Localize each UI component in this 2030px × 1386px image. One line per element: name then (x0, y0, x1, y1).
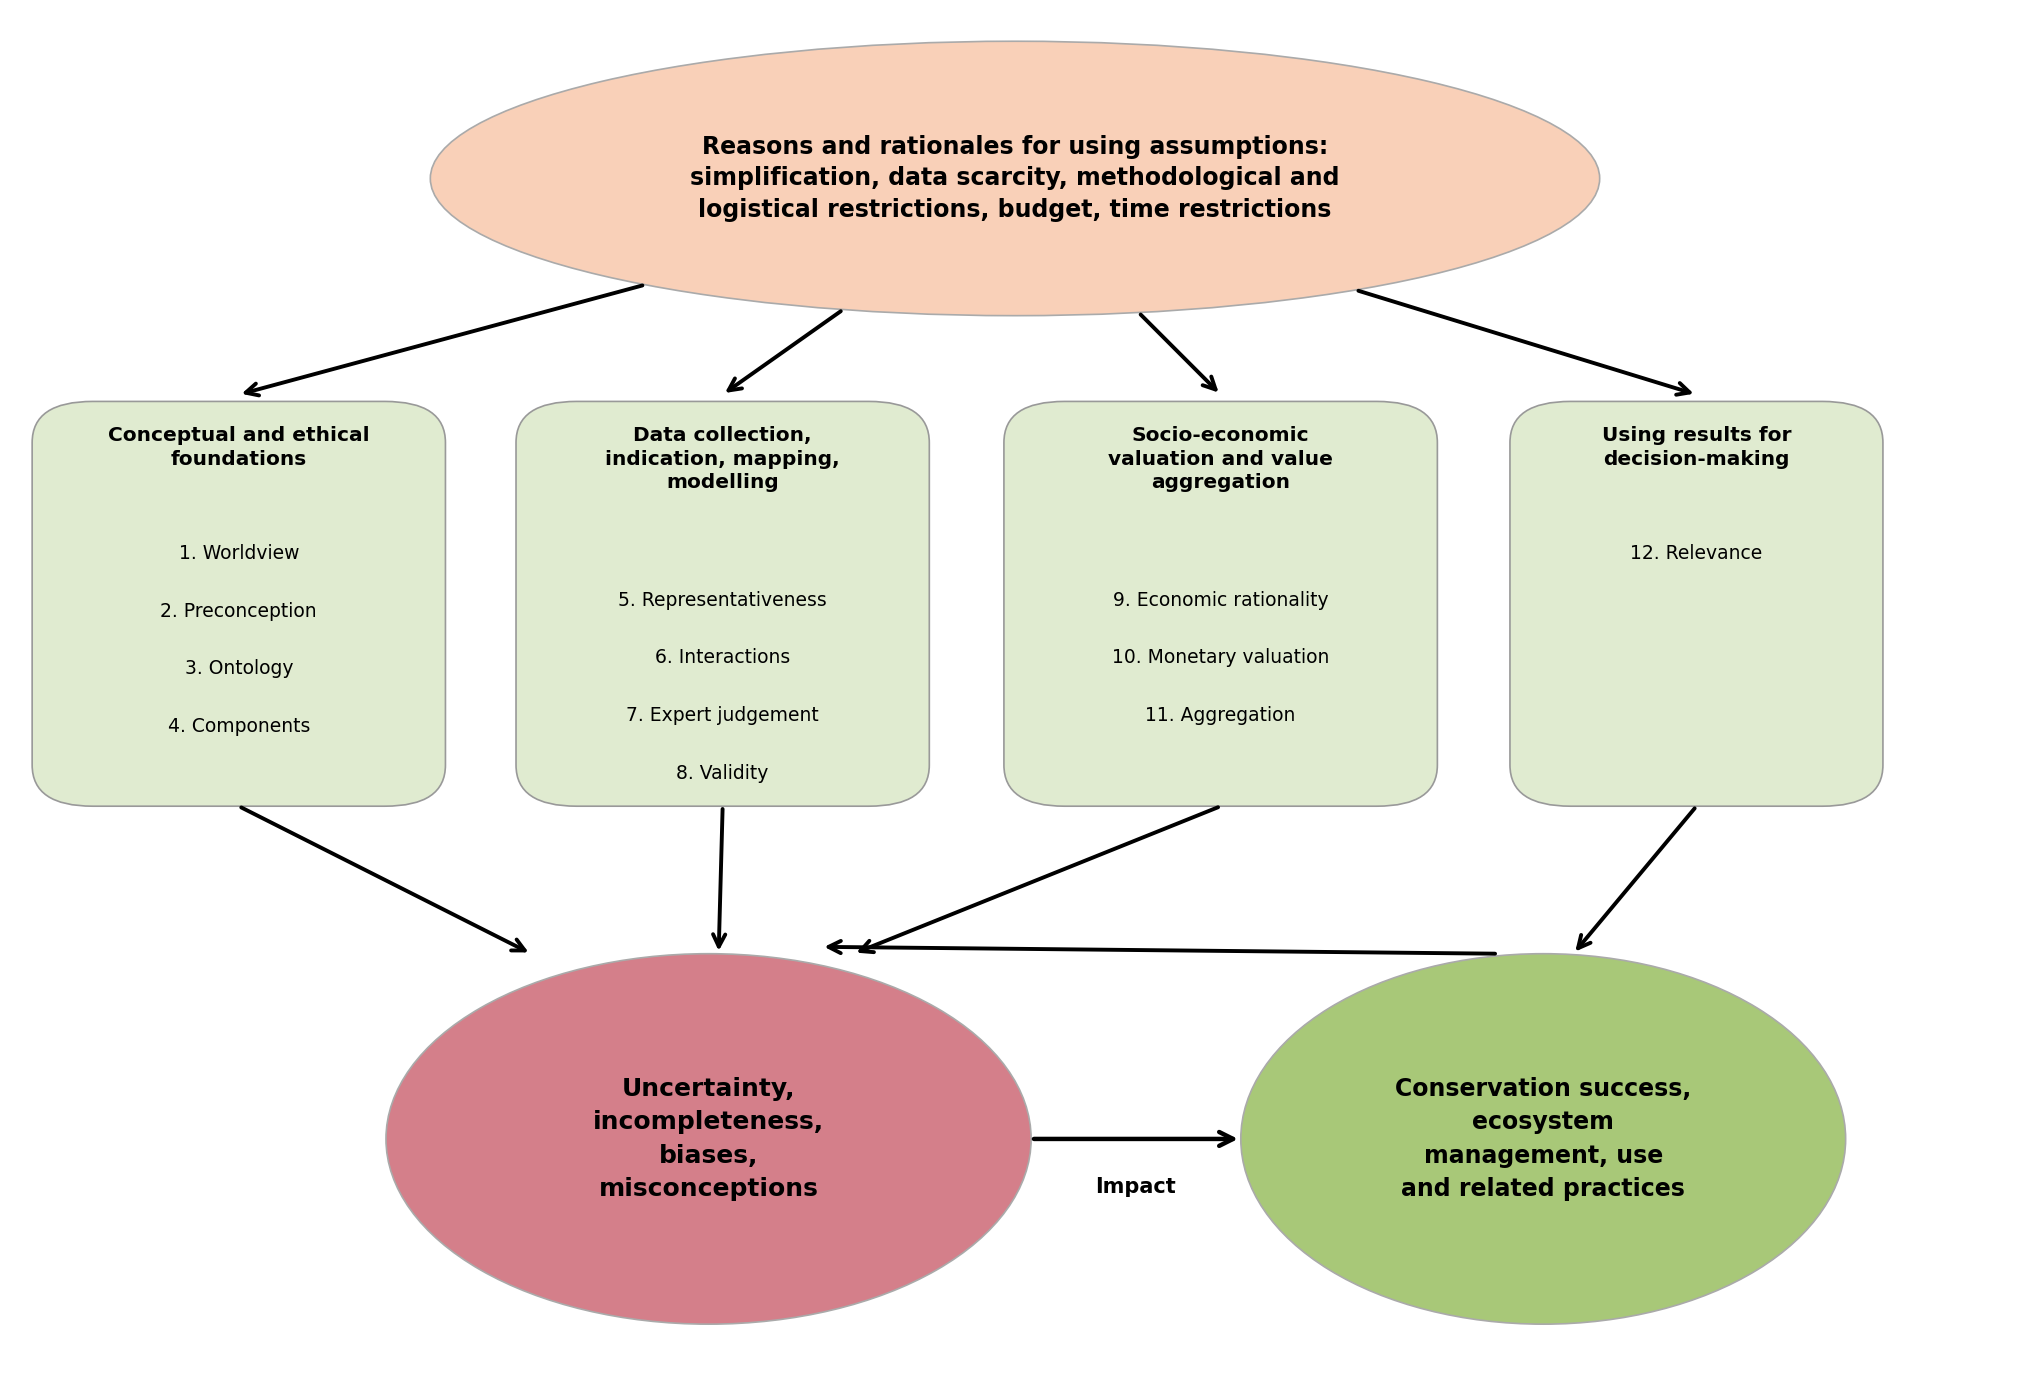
Ellipse shape (386, 954, 1031, 1324)
FancyBboxPatch shape (32, 402, 445, 807)
Text: 8. Validity: 8. Validity (676, 764, 769, 783)
Text: Reasons and rationales for using assumptions:
simplification, data scarcity, met: Reasons and rationales for using assumpt… (690, 134, 1340, 222)
Text: 3. Ontology: 3. Ontology (185, 660, 292, 678)
Text: Conservation success,
ecosystem
management, use
and related practices: Conservation success, ecosystem manageme… (1395, 1077, 1691, 1202)
Text: 4. Components: 4. Components (168, 717, 311, 736)
FancyBboxPatch shape (516, 402, 930, 807)
Text: Uncertainty,
incompleteness,
biases,
misconceptions: Uncertainty, incompleteness, biases, mis… (593, 1077, 824, 1202)
Text: Socio-economic
valuation and value
aggregation: Socio-economic valuation and value aggre… (1108, 426, 1334, 492)
Text: 5. Representativeness: 5. Representativeness (619, 590, 826, 610)
Text: Conceptual and ethical
foundations: Conceptual and ethical foundations (108, 426, 369, 468)
Text: Data collection,
indication, mapping,
modelling: Data collection, indication, mapping, mo… (605, 426, 840, 492)
Text: 1. Worldview: 1. Worldview (179, 545, 298, 563)
Ellipse shape (430, 42, 1600, 316)
Text: Impact: Impact (1096, 1177, 1175, 1198)
Text: 11. Aggregation: 11. Aggregation (1145, 705, 1295, 725)
FancyBboxPatch shape (1510, 402, 1884, 807)
Text: 6. Interactions: 6. Interactions (656, 649, 790, 668)
Text: 10. Monetary valuation: 10. Monetary valuation (1112, 649, 1330, 668)
Ellipse shape (1240, 954, 1845, 1324)
Text: 7. Expert judgement: 7. Expert judgement (627, 705, 818, 725)
Text: 2. Preconception: 2. Preconception (160, 602, 317, 621)
Text: 9. Economic rationality: 9. Economic rationality (1112, 590, 1328, 610)
Text: 12. Relevance: 12. Relevance (1630, 545, 1762, 563)
Text: Using results for
decision-making: Using results for decision-making (1602, 426, 1790, 468)
FancyBboxPatch shape (1005, 402, 1437, 807)
